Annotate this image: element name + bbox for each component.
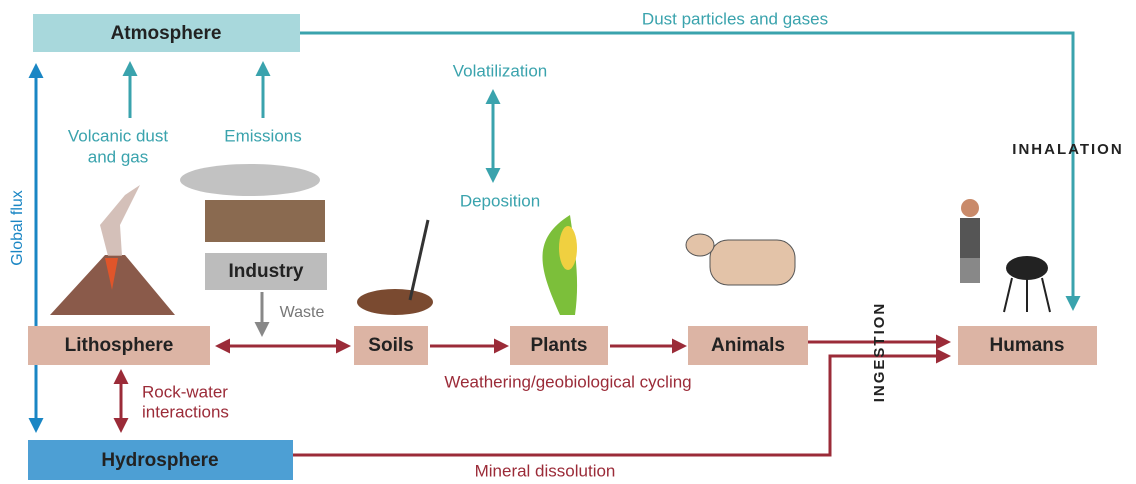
edge-label: Mineral dissolution (475, 461, 616, 480)
edge-label: Global flux (9, 190, 26, 266)
edge-label: Dust particles and gases (642, 9, 828, 28)
animals-box (688, 326, 808, 365)
humans-box (958, 326, 1097, 365)
industry-box (205, 253, 327, 290)
soils-box (354, 326, 428, 365)
edge-label: INHALATION (1012, 141, 1123, 158)
person-legs (960, 258, 980, 283)
lithosphere-box (28, 326, 210, 365)
corn-cob (559, 226, 577, 270)
shovel (408, 219, 430, 301)
soil-icon (357, 289, 433, 315)
grill-legs (1003, 277, 1051, 313)
node-label: Humans (990, 335, 1065, 356)
arrows (28, 31, 1081, 457)
edge-label: Rock-water (142, 382, 228, 401)
inhalation-arrow (300, 31, 1081, 311)
node-label: Soils (368, 335, 413, 356)
edge-label: Volatilization (453, 61, 548, 80)
node-label: Plants (530, 335, 587, 356)
node-label: Industry (229, 261, 304, 282)
edge-label: Deposition (460, 191, 540, 210)
node-label: Hydrosphere (101, 450, 218, 471)
edge-label: INGESTION (871, 302, 888, 403)
edge-label: Emissions (224, 126, 301, 145)
factory-icon (205, 200, 325, 242)
edge-label: Volcanic dust (68, 126, 168, 145)
grill-icon (1006, 256, 1048, 280)
plants-box (510, 326, 608, 365)
node-label: Atmosphere (111, 23, 222, 44)
smoke (180, 164, 320, 196)
edge-label: interactions (142, 402, 229, 421)
hydrosphere-box (28, 440, 293, 480)
cow-icon (709, 239, 796, 286)
dissolution-arrow (293, 348, 951, 457)
cow-head (685, 233, 715, 257)
edge-label: and gas (88, 147, 149, 166)
node-label: Lithosphere (65, 335, 174, 356)
lava (105, 258, 118, 290)
atmosphere-box (33, 14, 300, 52)
volcano-plume (100, 185, 140, 256)
icons (50, 164, 1051, 315)
node-label: Animals (711, 335, 785, 356)
person-icon (961, 199, 979, 217)
edge-label: Waste (280, 304, 325, 321)
person-body (960, 218, 980, 258)
edge-label: Weathering/geobiological cycling (444, 372, 691, 391)
